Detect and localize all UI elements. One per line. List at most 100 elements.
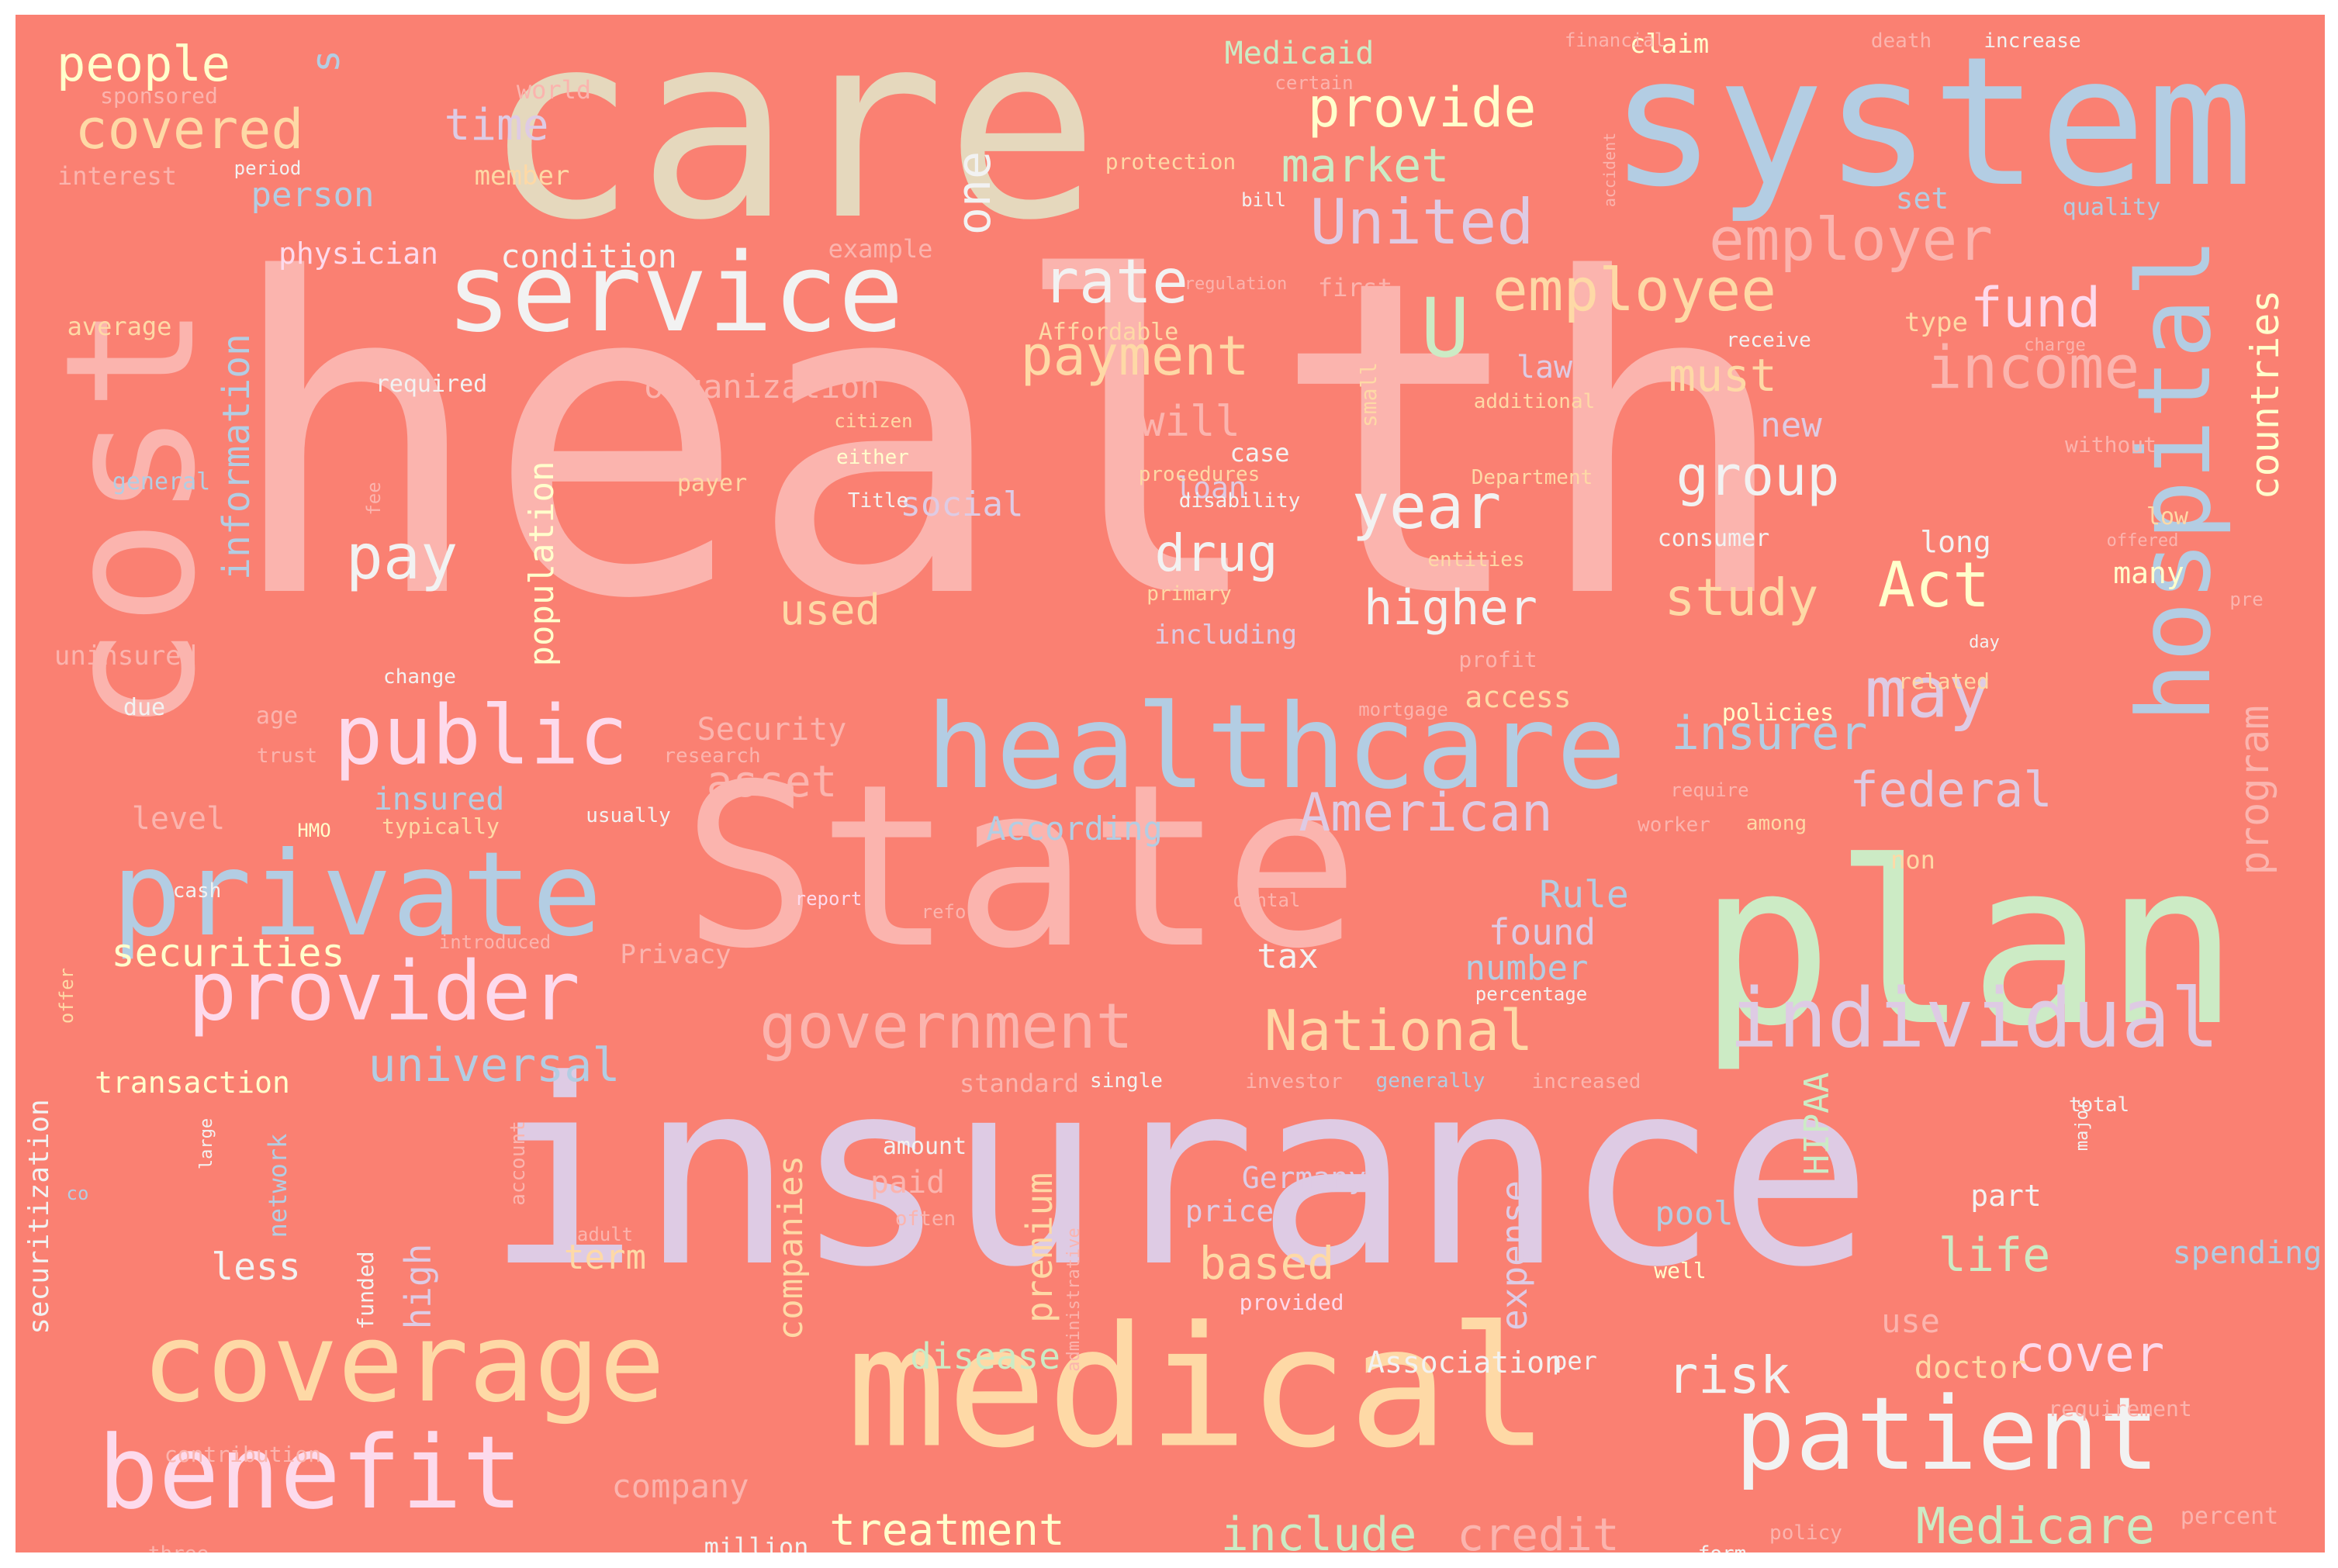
word-less: less: [211, 1245, 301, 1289]
word-major: major: [2073, 1099, 2092, 1152]
word-american: American: [1299, 782, 1553, 844]
word-plan: plan: [1697, 814, 2240, 1076]
word-interest: interest: [57, 161, 178, 191]
word-three: three: [148, 1544, 209, 1552]
word-healthcare: healthcare: [925, 680, 1627, 815]
word-world: world: [516, 75, 592, 105]
word-affordable: Affordable: [1038, 319, 1179, 346]
word-low: low: [2146, 503, 2189, 530]
word-change: change: [383, 665, 456, 689]
word-private: private: [111, 827, 603, 962]
word-covered: covered: [74, 98, 304, 161]
word-member: member: [474, 161, 570, 192]
word-regulation: regulation: [1184, 275, 1288, 294]
word-premium: premium: [1019, 1173, 1060, 1323]
word-primary: primary: [1147, 582, 1232, 606]
word-information: information: [215, 333, 258, 580]
word-use: use: [1881, 1302, 1940, 1340]
word-people: people: [57, 36, 230, 92]
word-association: Association: [1367, 1345, 1562, 1380]
word-million: million: [704, 1532, 809, 1552]
word-credit: credit: [1457, 1508, 1620, 1552]
word-risk: risk: [1667, 1345, 1791, 1405]
word-generally: generally: [1375, 1069, 1485, 1093]
word-provided: provided: [1239, 1290, 1344, 1315]
word-act: Act: [1877, 549, 1990, 621]
word-claim: claim: [1629, 29, 1710, 60]
word-hospital: hospital: [2115, 237, 2233, 724]
word-companies: companies: [771, 1155, 811, 1341]
word-introduced: introduced: [438, 931, 552, 953]
word-contribution: contribution: [164, 1442, 322, 1467]
word-percentage: percentage: [1475, 983, 1588, 1005]
word-countries: countries: [2243, 289, 2288, 500]
word-profit: profit: [1458, 647, 1537, 672]
word-medicare: Medicare: [1915, 1498, 2156, 1552]
word-worker: worker: [1638, 813, 1710, 837]
word-often: often: [894, 1207, 956, 1231]
word-must: must: [1669, 349, 1777, 402]
word-related: related: [1897, 668, 1990, 694]
word-increased: increased: [1531, 1070, 1641, 1093]
word-system: system: [1609, 19, 2254, 226]
word-age: age: [255, 703, 299, 730]
word-case: case: [1230, 438, 1290, 468]
word-used: used: [779, 585, 881, 634]
word-typically: typically: [382, 813, 500, 839]
word-term: term: [564, 1238, 646, 1277]
word-set: set: [1895, 181, 1949, 216]
word-increase: increase: [1983, 29, 2081, 53]
word-time: time: [444, 100, 549, 150]
word-first: first: [1317, 273, 1393, 302]
word-rule: Rule: [1539, 873, 1629, 917]
word-dental: dental: [1233, 889, 1301, 911]
word-drug: drug: [1154, 523, 1278, 583]
word-funded: funded: [353, 1251, 379, 1330]
word-found: found: [1488, 911, 1596, 953]
word-price: price: [1185, 1194, 1274, 1228]
word-adult: adult: [576, 1224, 634, 1245]
word-general: general: [112, 468, 211, 496]
word-insured: insured: [373, 782, 505, 817]
word-securities: securities: [111, 931, 345, 976]
word-fee: fee: [363, 482, 385, 516]
word-expense: expense: [1493, 1180, 1535, 1331]
word-policy: policy: [1769, 1521, 1842, 1545]
word-trust: trust: [256, 744, 318, 768]
word-include: include: [1220, 1508, 1417, 1552]
word-law: law: [1516, 350, 1573, 385]
word-group: group: [1676, 444, 1840, 508]
word-sponsored: sponsored: [100, 83, 218, 109]
word-spending: spending: [2172, 1235, 2322, 1271]
word-cloud-canvas: health insurance care system State plan medica…: [16, 15, 2325, 1552]
word-financial: financial: [1564, 29, 1666, 51]
word-mortgage: mortgage: [1358, 699, 1448, 720]
word-average: average: [67, 312, 172, 341]
word-well: well: [1654, 1258, 1707, 1283]
word-per: per: [1552, 1346, 1597, 1376]
word-account: account: [507, 1121, 530, 1206]
word-part: part: [1970, 1179, 2042, 1213]
word-benefit: benefit: [98, 1414, 523, 1532]
word-non: non: [1890, 845, 1935, 875]
word-according: According: [986, 810, 1163, 848]
word-public: public: [334, 688, 628, 783]
word-disability: disability: [1178, 489, 1301, 513]
word-universal: universal: [368, 1038, 621, 1093]
word-privacy: Privacy: [620, 939, 731, 970]
word-based: based: [1198, 1237, 1335, 1290]
word-pre: pre: [2229, 589, 2264, 610]
word-uninsured: uninsured: [54, 641, 198, 672]
word-asset: asset: [706, 757, 838, 807]
word-provider: provider: [188, 944, 580, 1039]
word-service: service: [445, 230, 904, 357]
word-medical: medical: [846, 1290, 1550, 1485]
word-requirement: requirement: [2048, 1396, 2192, 1421]
word-small: small: [1356, 361, 1382, 428]
word-offer: offer: [56, 967, 78, 1024]
word-consumer: consumer: [1657, 525, 1770, 552]
word-single: single: [1090, 1069, 1163, 1093]
word-condition: condition: [500, 237, 677, 275]
word-investor: investor: [1245, 1070, 1343, 1093]
word-health: health: [223, 188, 1793, 694]
